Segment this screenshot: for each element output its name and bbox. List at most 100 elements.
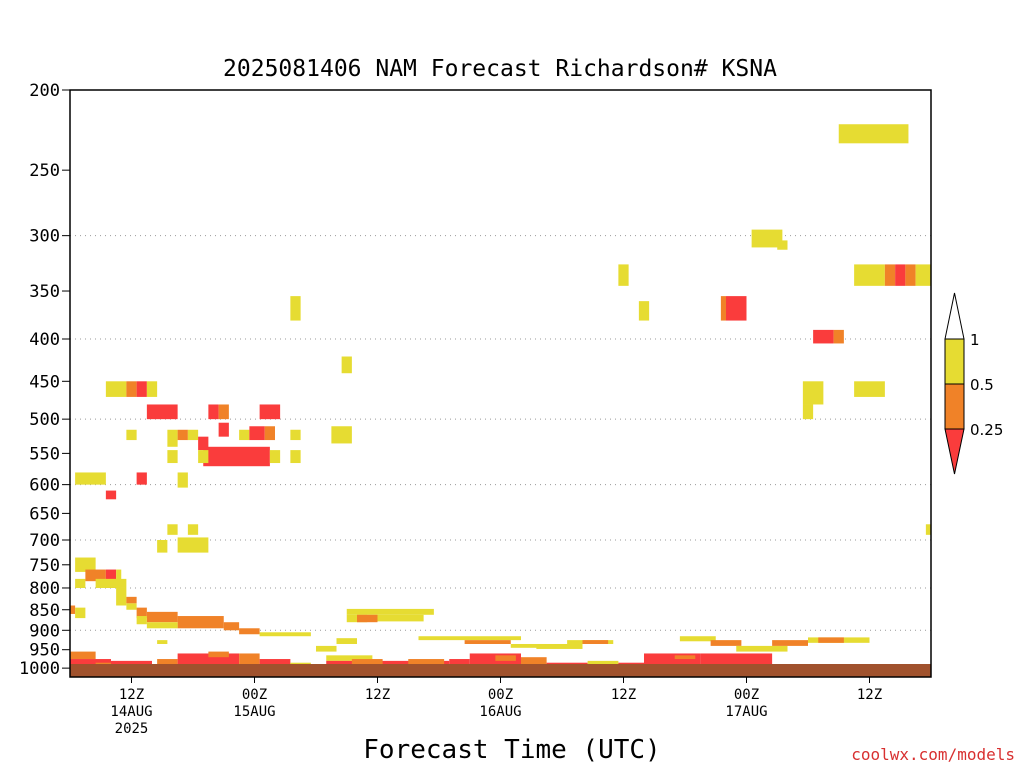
ri-cell-yellow: [198, 450, 209, 464]
ri-cell-yellow: [105, 381, 127, 397]
ri-cell-orange: [521, 657, 547, 665]
ri-cell-red: [105, 490, 117, 500]
ri-cell-orange: [833, 329, 844, 344]
x-tick-label: 12Z: [857, 687, 882, 703]
ri-cell-yellow: [136, 616, 147, 625]
ri-cell-orange: [710, 640, 742, 646]
gridlines: [70, 235, 931, 631]
ri-cell-yellow: [259, 632, 296, 637]
ri-cell-orange: [85, 569, 106, 582]
ri-cell-yellow: [269, 450, 281, 464]
ri-cell-orange: [408, 659, 445, 665]
ri-cell-yellow: [290, 296, 301, 321]
ri-cell-orange: [351, 659, 383, 665]
ri-cell-yellow: [75, 607, 86, 619]
legend-below-025-triangle: [944, 428, 965, 475]
ri-cell-yellow: [536, 643, 583, 649]
chart-title: 2025081406 NAM Forecast Richardson# KSNA: [223, 56, 777, 82]
ri-cell-orange: [218, 404, 229, 420]
legend-swatch-orange: [944, 383, 965, 430]
y-tick-label: 450: [29, 372, 60, 392]
ri-cell-orange: [264, 426, 275, 441]
ri-cell-yellow: [126, 429, 137, 441]
ri-cell-red: [146, 404, 178, 420]
y-tick-label: 650: [29, 504, 60, 524]
ri-cell-yellow: [377, 614, 424, 622]
ri-cell-yellow: [146, 381, 158, 397]
ri-cell-yellow: [167, 450, 178, 464]
y-tick-label: 700: [29, 531, 60, 551]
legend-swatch-yellow: [944, 338, 965, 385]
ri-cell-yellow: [346, 608, 434, 615]
y-tick-label: 750: [29, 556, 60, 576]
legend-label-0.5: 0.5: [970, 376, 994, 394]
ri-cell-orange: [126, 596, 137, 604]
ri-cell-orange: [674, 655, 696, 660]
ri-cell-yellow: [638, 301, 650, 321]
x-tick-label: 12Z: [365, 687, 390, 703]
ri-cell-orange: [905, 264, 916, 286]
ri-cell-orange: [70, 651, 96, 660]
ri-cell-red: [198, 436, 209, 451]
ri-cell-red: [208, 404, 219, 420]
y-tick-label: 900: [29, 621, 60, 641]
y-tick-label: 250: [29, 161, 60, 181]
legend-label-0.25: 0.25: [970, 421, 1003, 439]
ri-cell-orange: [146, 611, 178, 623]
ri-cell-red: [105, 569, 117, 588]
ri-cell-red: [813, 329, 834, 344]
ri-cell-yellow: [618, 264, 629, 286]
ri-cell-red: [726, 296, 747, 321]
ri-cell-yellow: [167, 524, 178, 535]
ri-cell-red: [203, 446, 270, 467]
ri-cell-yellow: [290, 450, 301, 464]
y-tick-label: 400: [29, 330, 60, 350]
x-tick-label: 00Z: [488, 687, 513, 703]
ri-cell-yellow: [290, 429, 301, 441]
ri-cell-orange: [720, 296, 726, 321]
y-tick-label: 350: [29, 282, 60, 302]
ri-cell-red: [70, 659, 111, 669]
x-tick-label: 16AUG: [479, 704, 521, 720]
ri-cell-yellow: [116, 587, 127, 606]
x-tick-label: 12Z: [611, 687, 636, 703]
ri-cell-orange: [772, 640, 808, 646]
x-tick-label: 12Z: [119, 687, 144, 703]
ri-cell-red: [218, 422, 229, 437]
ri-cell-yellow: [326, 655, 373, 661]
x-tick-label: 2025: [115, 721, 149, 737]
ri-cell-yellow: [838, 124, 909, 144]
y-tick-label: 500: [29, 410, 60, 430]
ri-cell-orange: [357, 614, 378, 623]
legend-above-1-triangle: [944, 292, 965, 340]
x-tick-label: 00Z: [734, 687, 759, 703]
ri-cell-yellow: [802, 404, 814, 420]
y-tick-label: 300: [29, 227, 60, 247]
x-tick-label: 14AUG: [110, 704, 152, 720]
ri-cell-yellow: [116, 569, 122, 588]
ri-cell-yellow: [295, 632, 311, 637]
plot-frame: [69, 89, 932, 678]
ri-cell-yellow: [341, 356, 352, 374]
x-tick-label: 00Z: [242, 687, 267, 703]
ri-cell-orange: [464, 640, 511, 644]
ri-cell-yellow: [802, 381, 824, 405]
data-cells: [70, 124, 931, 673]
ri-cell-red: [136, 381, 147, 397]
ri-cell-yellow: [187, 524, 199, 535]
legend-colorbar: 1 0.5 0.25: [944, 292, 1003, 475]
ri-cell-red: [259, 404, 281, 420]
ri-cell-yellow: [316, 645, 337, 652]
ri-cell-yellow: [126, 603, 137, 610]
ri-cell-orange: [223, 622, 240, 631]
y-tick-label: 850: [29, 601, 60, 621]
x-axis-label: Forecast Time (UTC): [363, 735, 660, 765]
y-tick-label: 950: [29, 641, 60, 661]
y-tick-label: 800: [29, 579, 60, 599]
ri-cell-orange: [177, 616, 224, 629]
ri-cell-orange: [884, 264, 896, 286]
ri-cell-yellow: [187, 429, 199, 441]
ri-cell-yellow: [75, 557, 96, 572]
y-tick-label: 600: [29, 476, 60, 496]
